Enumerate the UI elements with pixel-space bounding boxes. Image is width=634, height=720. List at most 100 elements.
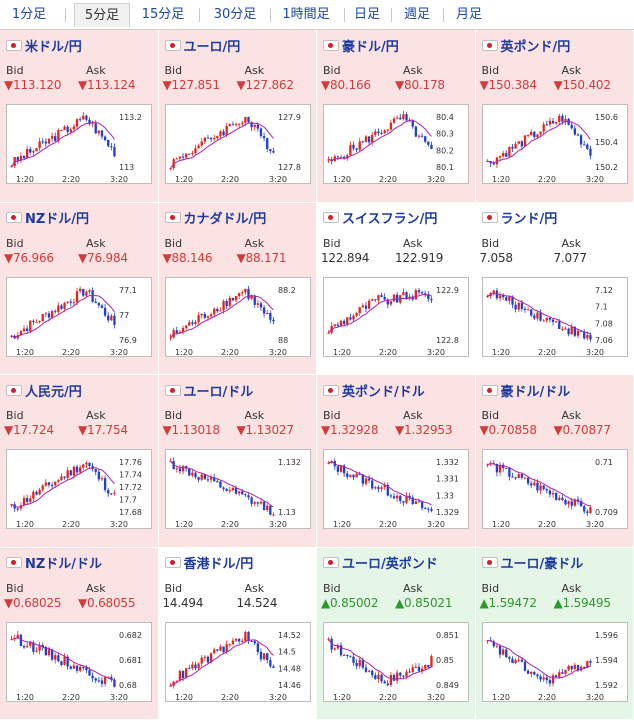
- candlestick-chart[interactable]: 1.596 1.594 1.592 1:20 2:20 3:20: [481, 621, 628, 702]
- pair-name[interactable]: ランド/円: [500, 212, 558, 227]
- candle-body: [193, 664, 197, 668]
- pair-name[interactable]: NZドル/円: [25, 212, 90, 227]
- candlestick-chart[interactable]: 88.2 88 1:20 2:20 3:20: [164, 276, 311, 357]
- candle-body: [355, 473, 358, 478]
- pair-name[interactable]: カナダドル/円: [183, 212, 267, 227]
- candlestick-chart[interactable]: 14.52 14.5 14.48 14.46 1:20 2:20 3:20: [164, 621, 311, 702]
- candle-body: [395, 294, 399, 303]
- pair-name[interactable]: 人民元/円: [25, 384, 82, 400]
- candle-body: [364, 136, 368, 142]
- x-tick-label: 3:20: [586, 520, 604, 529]
- pair-name[interactable]: 豪ドル/ドル: [500, 384, 571, 400]
- tab-1hour[interactable]: 1時間足: [282, 7, 330, 22]
- candle-body: [417, 666, 421, 671]
- currency-card[interactable]: ユーロ/ドル Bid Ask ▼1.13018 ▼1.13027 1.132 1.13 1:2…: [158, 375, 317, 548]
- candle-body: [355, 148, 358, 150]
- candlestick-chart[interactable]: 0.851 0.85 0.849 1:20 2:20 3:20: [323, 621, 469, 702]
- candlestick-chart[interactable]: 150.6 150.4 150.2 1:20 2:20 3:20: [481, 104, 628, 184]
- tab-5min[interactable]: 5分足: [74, 3, 130, 27]
- bid-value: 122.894: [321, 250, 370, 265]
- candle-body: [38, 320, 41, 322]
- pair-name[interactable]: ユーロ/英ポンド: [342, 557, 438, 572]
- candlestick-chart[interactable]: 0.71 0.709 1:20 2:20 3:20: [481, 449, 628, 529]
- candlestick-chart[interactable]: 77.1 77 76.9 1:20 2:20 3:20: [6, 276, 152, 357]
- currency-card[interactable]: 豪ドル/円 Bid Ask ▼80.166 ▼80.178 80.4 80.3 80.2 80.…: [317, 30, 476, 203]
- tab-1min[interactable]: 1分足: [11, 7, 47, 22]
- candlestick-chart[interactable]: 7.12 7.1 7.08 7.06 1:20 2:20 3:20: [481, 276, 628, 357]
- x-tick-label: 2:20: [379, 693, 397, 702]
- currency-card[interactable]: 香港ドル/円 Bid Ask 14.494 14.524 14.52 14.5 14.48 14…: [158, 547, 317, 720]
- pair-name[interactable]: ユーロ/豪ドル: [500, 557, 584, 572]
- currency-card[interactable]: ランド/円 Bid Ask 7.058 7.077 7.12 7.1 7.08 7.06 1:20…: [475, 202, 634, 375]
- pair-title[interactable]: 豪ドル/ドル: [481, 381, 571, 400]
- currency-card[interactable]: NZドル/円 Bid Ask ▼76.966 ▼76.984 77.1 77 76.9 1:20…: [0, 202, 159, 375]
- pair-title[interactable]: NZドル/ドル: [6, 554, 102, 572]
- pair-title[interactable]: 英ポンド/円: [481, 36, 571, 55]
- pair-name[interactable]: 英ポンド/円: [500, 39, 571, 55]
- currency-card[interactable]: カナダドル/円 Bid Ask ▼88.146 ▼88.171 88.2 88 1:20 2:2…: [158, 202, 317, 375]
- pair-name[interactable]: 米ドル/円: [25, 39, 82, 55]
- candlestick-chart[interactable]: 17.76 17.74 17.72 17.7 17.68 1:20 2:20 3:20: [6, 449, 152, 529]
- tab-daily[interactable]: 日足: [353, 7, 380, 22]
- ask-value: 14.524: [236, 595, 278, 610]
- pair-title[interactable]: 人民元/円: [6, 381, 82, 400]
- pair-title[interactable]: ユーロ/円: [164, 36, 241, 55]
- candle-body: [380, 294, 383, 297]
- candlestick-chart[interactable]: 127.9 127.8 1:20 2:20 3:20: [164, 104, 311, 184]
- candlestick-chart[interactable]: 113.2 113 1:20 2:20 3:20: [6, 104, 152, 184]
- tab-monthly[interactable]: 月足: [455, 7, 482, 22]
- y-tick-label: 0.85: [436, 656, 454, 665]
- candlestick-chart[interactable]: 122.9 122.8 1:20 2:20 3:20: [323, 276, 469, 357]
- candle-body: [168, 685, 172, 687]
- candle-body: [386, 129, 389, 131]
- pair-title[interactable]: 香港ドル/円: [164, 554, 254, 572]
- candlestick-chart[interactable]: 1.132 1.13 1:20 2:20 3:20: [164, 449, 311, 529]
- candle-body: [181, 156, 184, 158]
- tab-30min[interactable]: 30分足: [213, 7, 257, 22]
- candle-body: [424, 292, 427, 294]
- pair-title[interactable]: ユーロ/ドル: [164, 381, 254, 400]
- currency-card[interactable]: ユーロ/円 Bid Ask ▼127.851 ▼127.862 127.9 127.8 1:2…: [158, 30, 317, 203]
- currency-card[interactable]: ユーロ/英ポンド Bid Ask ▲0.85002 ▲0.85021 0.851 0.85 0…: [317, 547, 476, 720]
- pair-name[interactable]: 英ポンド/ドル: [342, 384, 425, 400]
- pair-title[interactable]: 英ポンド/ドル: [323, 381, 425, 400]
- bid-value: ▼1.32928: [321, 423, 379, 437]
- pair-title[interactable]: ランド/円: [481, 209, 558, 227]
- currency-card[interactable]: 人民元/円 Bid Ask ▼17.724 ▼17.754 17.76 17.74 17.72…: [0, 375, 159, 548]
- pair-title[interactable]: カナダドル/円: [164, 209, 267, 227]
- currency-card[interactable]: スイスフラン/円 Bid Ask 122.894 122.919 122.9 122.8 1:…: [317, 202, 476, 375]
- pair-title[interactable]: ユーロ/英ポンド: [323, 554, 438, 572]
- pair-title[interactable]: NZドル/円: [6, 209, 89, 227]
- tab-15min[interactable]: 15分足: [141, 7, 185, 22]
- candle-body: [212, 477, 215, 482]
- pair-title[interactable]: スイスフラン/円: [323, 209, 437, 227]
- candle-body: [392, 496, 396, 499]
- candle-body: [498, 156, 501, 158]
- tab-weekly[interactable]: 週足: [403, 7, 430, 22]
- candlestick-chart[interactable]: 1.332 1.331 1.33 1.329 1:20 2:20 3:20: [323, 449, 469, 529]
- pair-title[interactable]: 米ドル/円: [6, 36, 82, 55]
- pair-name[interactable]: スイスフラン/円: [342, 212, 438, 227]
- candle-body: [352, 656, 355, 663]
- currency-card[interactable]: 豪ドル/ドル Bid Ask ▼0.70858 ▼0.70877 0.71 0.709 1:2…: [475, 375, 634, 548]
- pair-title[interactable]: ユーロ/豪ドル: [481, 554, 584, 572]
- pair-name[interactable]: 豪ドル/円: [342, 39, 399, 55]
- currency-card[interactable]: 英ポンド/円 Bid Ask ▼150.384 ▼150.402 150.6 150.4 15…: [475, 30, 634, 203]
- candle-body: [430, 144, 433, 149]
- currency-card[interactable]: NZドル/ドル Bid Ask ▼0.68025 ▼0.68055 0.682 0.681 0…: [0, 547, 159, 720]
- pair-title[interactable]: 豪ドル/円: [323, 36, 399, 55]
- candlestick-chart[interactable]: 80.4 80.3 80.2 80.1 1:20 2:20 3:20: [323, 104, 469, 184]
- pair-name[interactable]: ユーロ/円: [183, 39, 241, 55]
- candlestick-chart[interactable]: 0.682 0.681 0.68 1:20 2:20 3:20: [6, 621, 152, 702]
- bid-value: ▼127.851: [162, 78, 220, 92]
- pair-name[interactable]: NZドル/ドル: [25, 557, 103, 572]
- candle-body: [551, 492, 554, 495]
- pair-name[interactable]: ユーロ/ドル: [183, 384, 254, 400]
- candle-body: [63, 126, 66, 130]
- candle-body: [327, 332, 330, 334]
- currency-card[interactable]: 米ドル/円 Bid Ask ▼113.120 ▼113.124 113.2 113 1:20 2…: [0, 30, 159, 203]
- currency-card[interactable]: 英ポンド/ドル Bid Ask ▼1.32928 ▼1.32953 1.332 1.331 1…: [317, 375, 476, 548]
- currency-card[interactable]: ユーロ/豪ドル Bid Ask ▲1.59472 ▲1.59495 1.596 1.594 1…: [475, 547, 634, 720]
- y-tick-label: 0.68: [119, 681, 137, 690]
- pair-name[interactable]: 香港ドル/円: [183, 557, 254, 572]
